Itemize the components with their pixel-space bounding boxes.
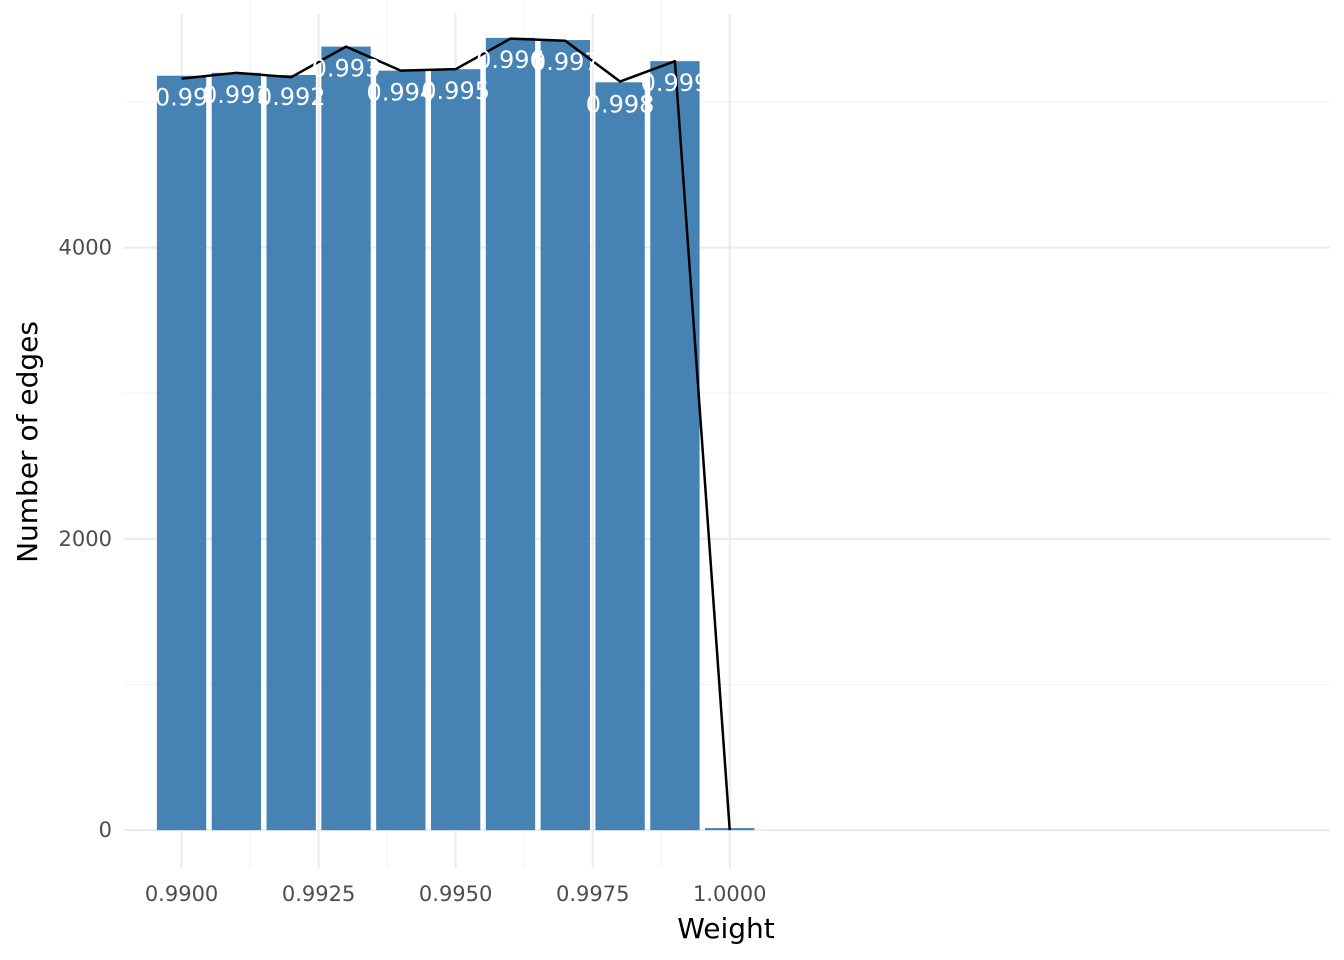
y-tick-label: 4000 bbox=[59, 236, 112, 260]
x-tick-label: 0.9975 bbox=[556, 882, 629, 906]
bar bbox=[266, 75, 316, 831]
bar-label: 0.993 bbox=[312, 55, 381, 83]
bar bbox=[321, 46, 371, 831]
bar-label: 0.994 bbox=[366, 79, 435, 107]
bar-label: 0.991 bbox=[202, 81, 271, 109]
bars bbox=[156, 37, 755, 831]
x-axis-title: Weight bbox=[677, 912, 775, 945]
bar bbox=[540, 40, 590, 831]
bar bbox=[156, 75, 207, 831]
bar bbox=[376, 70, 426, 831]
x-tick-label: 0.9900 bbox=[145, 882, 218, 906]
y-tick-label: 2000 bbox=[59, 527, 112, 551]
trend-line bbox=[181, 37, 731, 831]
x-axis-ticks: 0.9900 0.9925 0.9950 0.9975 1.0000 bbox=[145, 882, 767, 906]
bar bbox=[650, 61, 700, 831]
x-tick-label: 0.9925 bbox=[282, 882, 355, 906]
bar bbox=[595, 82, 645, 831]
bar-label: 0.99 bbox=[155, 84, 208, 112]
bar-label: 0.998 bbox=[586, 90, 655, 118]
x-tick-label: 0.9950 bbox=[419, 882, 492, 906]
bar bbox=[485, 37, 536, 831]
bar bbox=[211, 72, 262, 831]
y-axis-title: Number of edges bbox=[11, 321, 44, 563]
trend-line-layer bbox=[181, 37, 731, 831]
bar-label: 0.999 bbox=[641, 69, 710, 97]
bar-label: 0.997 bbox=[531, 48, 600, 76]
y-axis-ticks: 0 2000 4000 bbox=[59, 236, 112, 843]
x-tick-label: 1.0000 bbox=[693, 882, 766, 906]
bar-label: 0.996 bbox=[476, 46, 545, 74]
bar-label: 0.995 bbox=[421, 77, 490, 105]
bar bbox=[430, 69, 481, 831]
y-tick-label: 0 bbox=[99, 818, 112, 842]
bar-label: 0.992 bbox=[257, 83, 326, 111]
